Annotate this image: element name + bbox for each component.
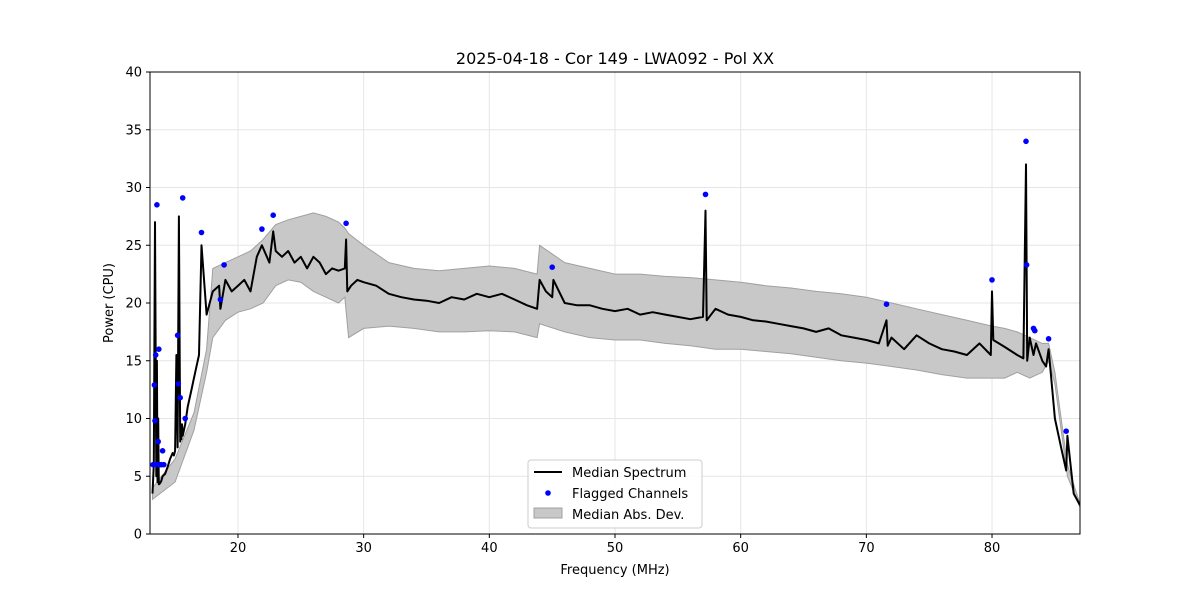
x-tick-label: 20	[230, 541, 247, 556]
x-axis-ticks: 20 30 40 50 60 70 80	[230, 534, 1001, 556]
x-tick-label: 30	[355, 541, 372, 556]
y-tick-label: 20	[125, 297, 142, 312]
x-axis-label: Frequency (MHz)	[560, 563, 669, 578]
y-tick-label: 40	[125, 66, 142, 81]
x-tick-label: 40	[481, 541, 498, 556]
flagged-channel-point	[259, 226, 265, 232]
flagged-channel-point	[217, 296, 224, 303]
flagged-channel-point	[155, 438, 161, 445]
flagged-points-layer	[150, 138, 1069, 468]
flagged-channel-point	[152, 352, 159, 358]
y-tick-label: 10	[125, 412, 142, 427]
flagged-channel-point	[156, 346, 162, 353]
flagged-channel-point	[702, 191, 709, 198]
flagged-channel-point	[549, 264, 555, 271]
flagged-channel-point	[152, 418, 158, 424]
legend-box	[527, 459, 703, 529]
median-line-layer	[151, 163, 1080, 506]
legend-mad-swatch	[533, 507, 563, 519]
legend-median-label: Median Spectrum	[572, 466, 686, 481]
flagged-channel-point	[1023, 262, 1030, 268]
legend: Median Spectrum Flagged Channels Median …	[527, 459, 703, 529]
flagged-channel-point	[1032, 327, 1038, 334]
y-tick-label: 30	[125, 181, 142, 196]
flagged-channel-point	[154, 202, 160, 208]
flagged-channel-point	[177, 394, 183, 401]
legend-mad-label: Median Abs. Dev.	[572, 508, 684, 523]
flagged-channel-point	[221, 262, 227, 268]
flagged-channel-point	[1045, 336, 1052, 342]
y-tick-label: 15	[125, 354, 142, 369]
flagged-channel-point	[198, 229, 205, 236]
x-tick-label: 60	[732, 541, 749, 556]
x-tick-label: 80	[984, 541, 1001, 556]
flagged-channel-point	[989, 277, 995, 283]
y-tick-label: 25	[125, 239, 142, 254]
y-axis-label: Power (CPU)	[102, 263, 117, 343]
y-axis-ticks: 0 5 10 15 20 25 30 35 40	[125, 66, 150, 543]
x-tick-label: 70	[858, 541, 875, 556]
flagged-channel-point	[159, 448, 166, 454]
legend-flagged-label: Flagged Channels	[572, 487, 688, 502]
y-tick-label: 35	[125, 123, 142, 138]
y-tick-label: 5	[134, 470, 142, 485]
flagged-channel-point	[151, 382, 158, 388]
flagged-channel-point	[161, 461, 167, 468]
median-spectrum-line	[151, 163, 1080, 506]
flagged-channel-point	[883, 301, 890, 308]
flagged-channel-point	[1063, 428, 1069, 435]
x-tick-label: 50	[607, 541, 624, 556]
mad-band	[152, 212, 1080, 508]
flagged-channel-point	[174, 332, 181, 339]
flagged-channel-point	[175, 381, 182, 387]
chart-title: 2025-04-18 - Cor 149 - LWA092 - Pol XX	[456, 49, 774, 68]
legend-flagged-swatch	[545, 490, 551, 496]
flagged-channel-point	[270, 212, 277, 218]
flagged-channel-point	[1023, 138, 1029, 145]
flagged-channel-point	[179, 195, 186, 201]
mad-band-layer	[152, 212, 1080, 508]
flagged-channel-point	[182, 415, 188, 422]
flagged-channel-point	[343, 220, 349, 227]
y-tick-label: 0	[134, 528, 142, 543]
